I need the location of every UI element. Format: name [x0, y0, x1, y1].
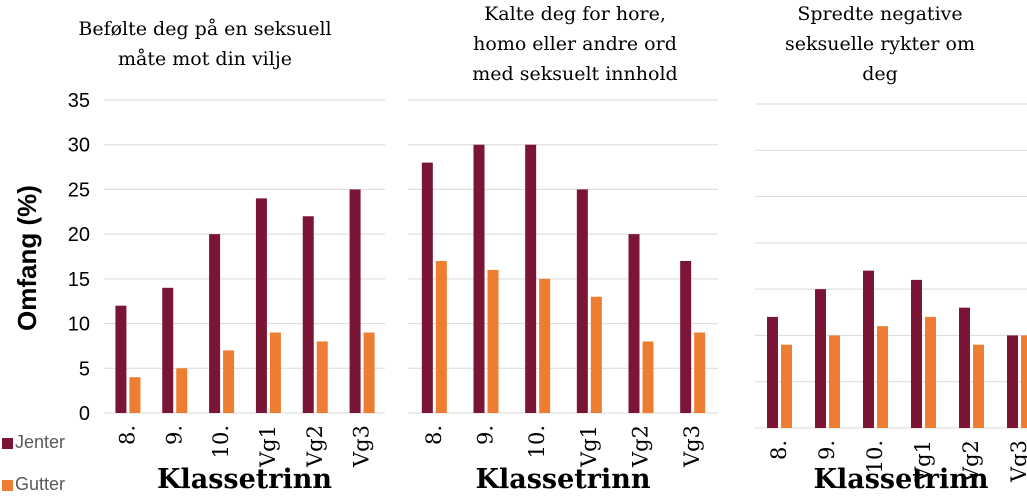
- x-tick-label: Vg3: [680, 425, 704, 468]
- chart-title: Befølte deg på en seksuell: [78, 18, 331, 40]
- bar: [209, 234, 221, 413]
- x-tick-label: Vg1: [911, 440, 935, 483]
- bar: [959, 307, 970, 428]
- chart-title: Kalte deg for hore,: [484, 3, 666, 25]
- y-tick-label: 25: [68, 179, 90, 201]
- bar: [694, 332, 706, 413]
- x-axis-label: Klassetrinn: [813, 464, 988, 495]
- chart-title: homo eller andre ord: [473, 33, 677, 55]
- bar: [781, 344, 792, 428]
- y-tick-label: 10: [68, 314, 90, 336]
- legend-label: Jenter: [15, 432, 65, 452]
- x-axis-label: Klassetrinn: [157, 464, 332, 495]
- bar: [642, 341, 654, 413]
- bar: [302, 216, 314, 413]
- bar: [539, 278, 551, 413]
- bar: [421, 162, 433, 413]
- x-tick-label: Vg1: [256, 425, 280, 468]
- x-tick-label: 10.: [863, 440, 887, 473]
- y-axis-label: Omfang (%): [12, 185, 42, 331]
- x-tick-label: 9.: [815, 440, 839, 460]
- bar: [576, 189, 588, 413]
- bar: [176, 368, 188, 413]
- legend-swatch: [2, 438, 13, 449]
- x-axis-label: Klassetrinn: [475, 464, 650, 495]
- bar: [863, 270, 874, 428]
- y-tick-label: 15: [68, 269, 90, 291]
- y-tick-label: 0: [79, 403, 90, 425]
- bar: [590, 296, 602, 413]
- x-tick-label: 9.: [474, 425, 498, 445]
- x-tick-label: 9.: [162, 425, 186, 445]
- chart-title: Spredte negative: [797, 3, 962, 25]
- bar: [473, 144, 485, 413]
- bar: [349, 189, 361, 413]
- bar: [255, 198, 267, 413]
- x-tick-label: 8.: [767, 440, 791, 460]
- bar: [911, 279, 922, 428]
- x-tick-label: 8.: [115, 425, 139, 445]
- y-tick-label: 30: [68, 135, 90, 157]
- bar: [767, 316, 778, 428]
- chart-title: deg: [862, 63, 898, 85]
- bar: [877, 326, 888, 428]
- x-tick-label: 8.: [422, 425, 446, 445]
- y-tick-label: 20: [68, 224, 90, 246]
- bar: [115, 305, 127, 413]
- bar: [269, 332, 281, 413]
- y-tick-label: 5: [79, 358, 90, 380]
- x-tick-label: 10.: [525, 425, 549, 458]
- bar: [829, 335, 840, 428]
- x-tick-label: Vg2: [629, 425, 653, 468]
- x-tick-label: 10.: [209, 425, 233, 458]
- bar: [973, 344, 984, 428]
- x-tick-label: Vg1: [577, 425, 601, 468]
- bar: [316, 341, 328, 413]
- chart-title: måte mot din vilje: [118, 48, 292, 70]
- bar: [680, 260, 692, 413]
- bar: [435, 260, 447, 413]
- bar: [487, 269, 499, 413]
- bar: [1021, 335, 1027, 428]
- x-tick-label: Vg3: [1007, 440, 1027, 483]
- bar: [363, 332, 375, 413]
- bar: [223, 350, 235, 413]
- x-tick-label: Vg2: [959, 440, 983, 483]
- legend-label: Gutter: [15, 474, 65, 494]
- bar: [1007, 335, 1018, 428]
- bar: [129, 377, 141, 413]
- bar: [815, 289, 826, 428]
- chart-title: seksuelle rykter om: [785, 33, 975, 55]
- y-tick-label: 35: [68, 90, 90, 112]
- bar: [162, 287, 174, 413]
- x-tick-label: Vg2: [303, 425, 327, 468]
- legend-swatch: [2, 480, 13, 491]
- bar: [925, 316, 936, 428]
- chart-title: med seksuelt innhold: [472, 63, 677, 85]
- x-tick-label: Vg3: [350, 425, 374, 468]
- bar: [628, 234, 640, 413]
- bar: [525, 144, 537, 413]
